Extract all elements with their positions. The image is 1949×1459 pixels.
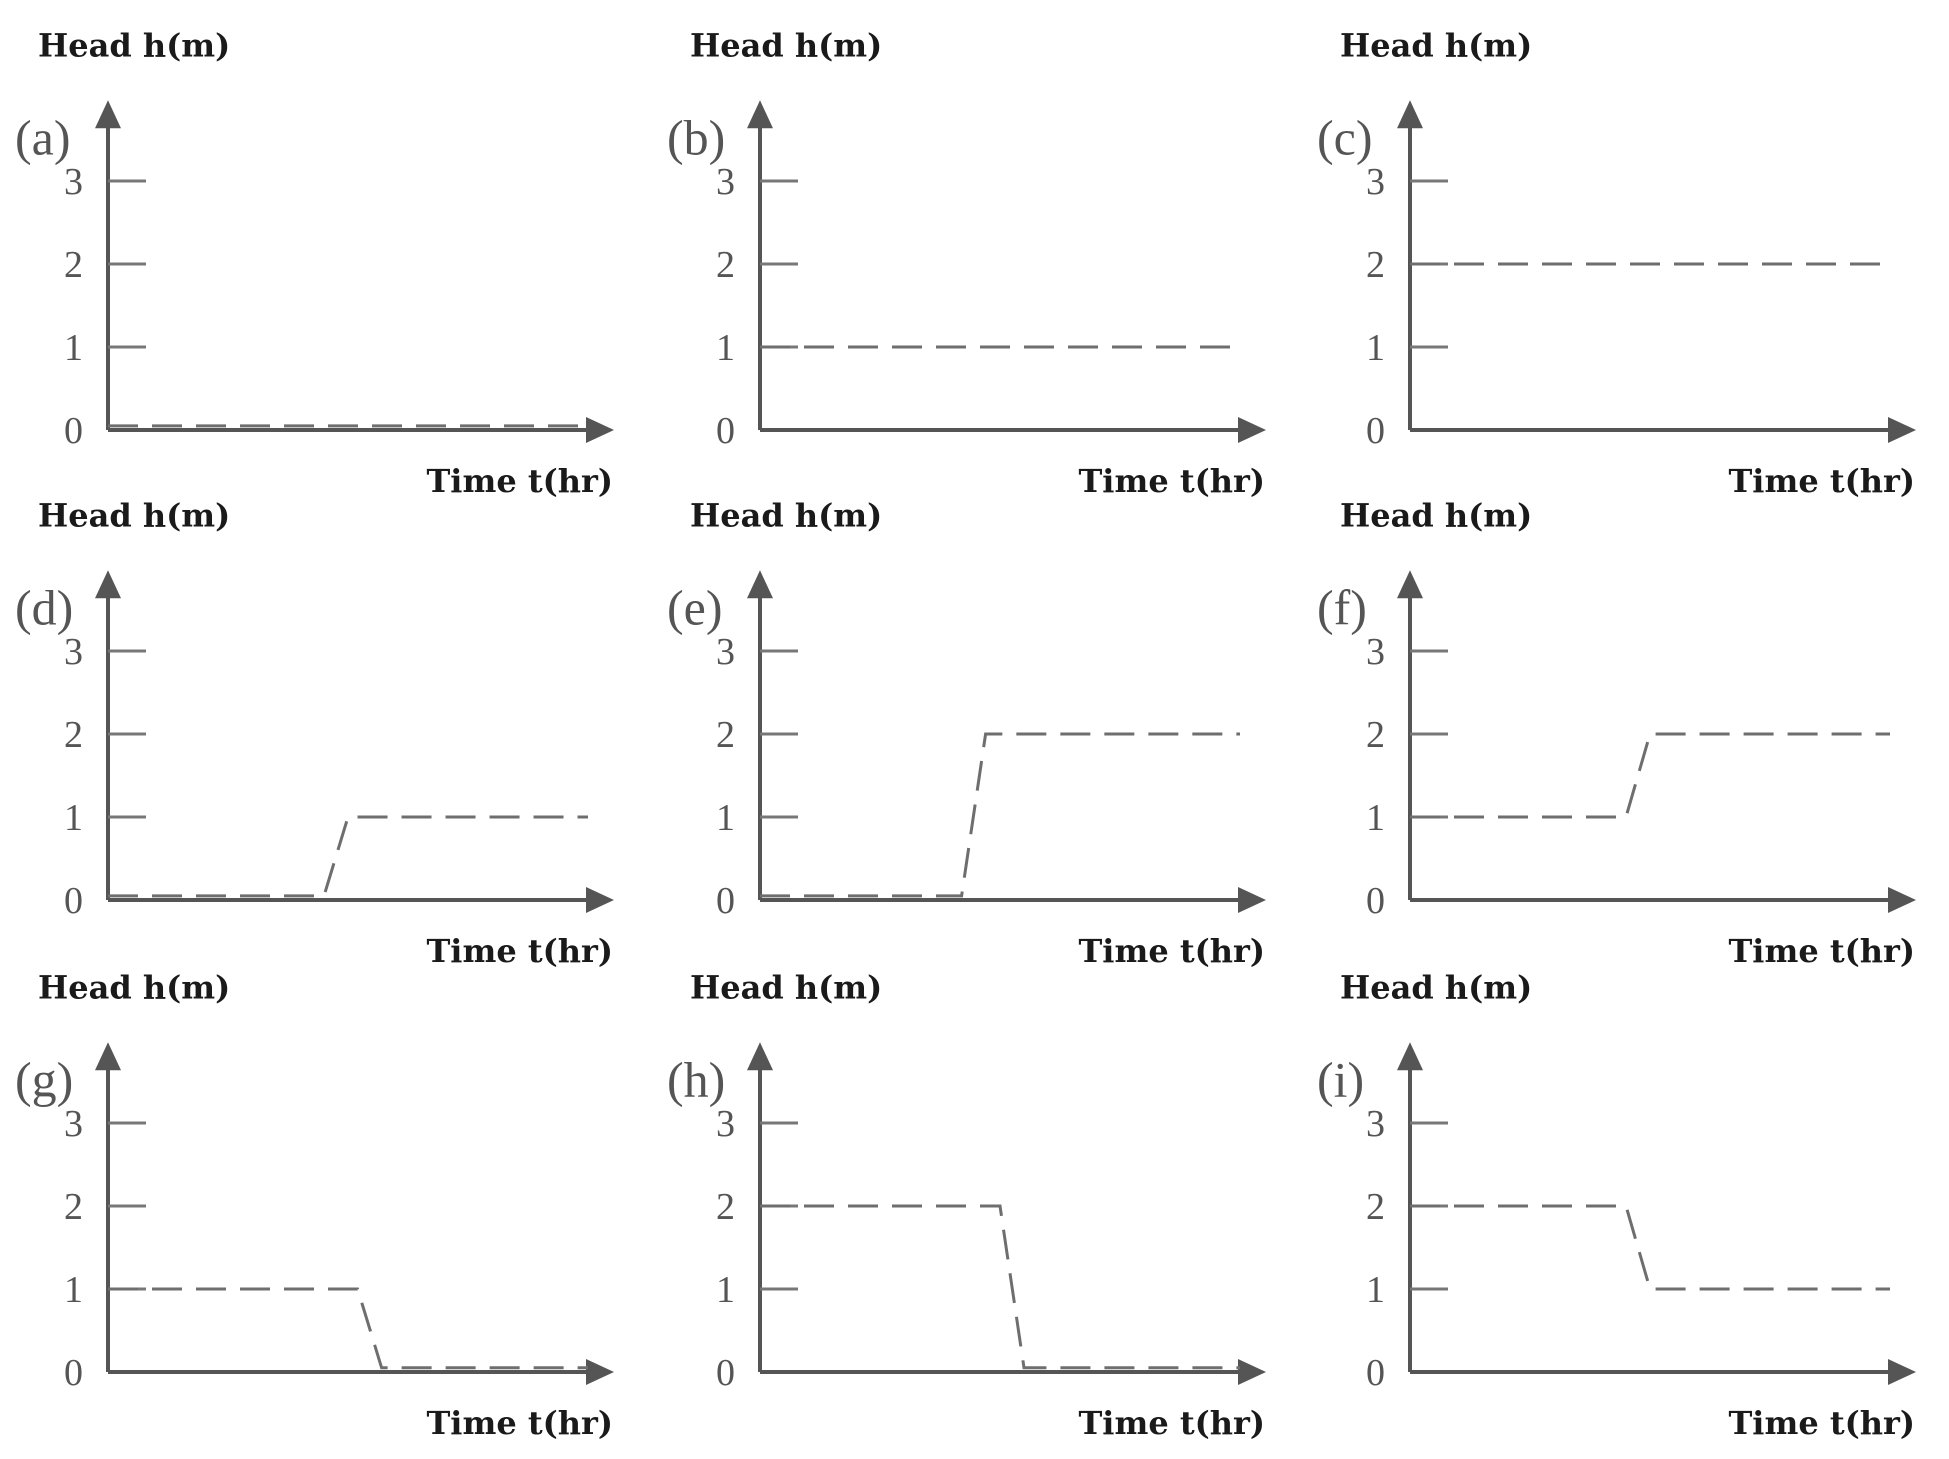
y-tick-label: 1 xyxy=(1366,797,1385,839)
y-tick-label: 0 xyxy=(64,880,83,922)
y-tick-label: 3 xyxy=(716,631,735,673)
panel-label: (f) xyxy=(1317,579,1367,635)
y-axis-arrowhead xyxy=(747,570,773,599)
y-tick-label: 0 xyxy=(64,1352,83,1394)
x-axis-label: Time t(hr) xyxy=(1078,462,1265,500)
chart-panel-f: 0 1 2 3(f) Head h(m) Time t(hr) xyxy=(1317,496,1916,970)
x-axis-label: Time t(hr) xyxy=(426,462,613,500)
series-line xyxy=(108,1287,588,1370)
y-axis-arrowhead xyxy=(95,1042,121,1071)
y-tick-label: 1 xyxy=(64,327,83,369)
y-axis-arrowhead xyxy=(1397,570,1423,599)
panel-label: (d) xyxy=(15,579,73,635)
x-axis-arrowhead xyxy=(586,1359,614,1385)
y-tick-label: 3 xyxy=(1366,631,1385,673)
panel-label: (h) xyxy=(667,1051,725,1107)
y-tick-label: 2 xyxy=(1366,714,1385,756)
y-tick-label: 1 xyxy=(1366,327,1385,369)
chart-panel-d: 0 1 2 3(d) Head h(m) Time t(hr) xyxy=(15,496,614,970)
y-axis-label: Head h(m) xyxy=(1340,496,1532,534)
panel-label: (g) xyxy=(15,1051,73,1107)
chart-panel-c: 0 1 2 3(c) Head h(m) Time t(hr) xyxy=(1317,26,1916,500)
y-axis-label: Head h(m) xyxy=(690,496,882,534)
x-axis-arrowhead xyxy=(1238,1359,1266,1385)
y-tick-label: 1 xyxy=(716,1269,735,1311)
x-axis-arrowhead xyxy=(586,417,614,443)
x-axis-label: Time t(hr) xyxy=(1078,932,1265,970)
y-axis-label: Head h(m) xyxy=(38,496,230,534)
y-axis-label: Head h(m) xyxy=(38,26,230,64)
y-tick-label: 0 xyxy=(64,410,83,452)
chart-panel-h: 0 1 2 3(h) Head h(m) Time t(hr) xyxy=(667,968,1266,1442)
panel-label: (b) xyxy=(667,109,725,165)
chart-panel-g: 0 1 2 3(g) Head h(m) Time t(hr) xyxy=(15,968,614,1442)
y-tick-label: 3 xyxy=(1366,161,1385,203)
x-axis-label: Time t(hr) xyxy=(1728,462,1915,500)
panel-label: (i) xyxy=(1317,1051,1364,1107)
y-tick-label: 0 xyxy=(716,1352,735,1394)
y-tick-label: 1 xyxy=(64,797,83,839)
y-axis-arrowhead xyxy=(95,100,121,129)
y-axis-arrowhead xyxy=(1397,1042,1423,1071)
y-tick-label: 2 xyxy=(1366,1186,1385,1228)
y-tick-label: 3 xyxy=(64,1103,83,1145)
x-axis-arrowhead xyxy=(586,887,614,913)
panel-label: (c) xyxy=(1317,109,1373,165)
y-tick-label: 2 xyxy=(716,1186,735,1228)
y-tick-label: 1 xyxy=(716,797,735,839)
series-line xyxy=(1410,1204,1890,1291)
x-axis-label: Time t(hr) xyxy=(1728,932,1915,970)
y-axis-arrowhead xyxy=(1397,100,1423,129)
chart-panel-e: 0 1 2 3(e) Head h(m) Time t(hr) xyxy=(667,496,1266,970)
series-line xyxy=(760,732,1240,898)
x-axis-label: Time t(hr) xyxy=(1728,1404,1915,1442)
y-tick-label: 3 xyxy=(716,161,735,203)
x-axis-label: Time t(hr) xyxy=(426,1404,613,1442)
y-tick-label: 2 xyxy=(64,1186,83,1228)
y-tick-label: 2 xyxy=(1366,244,1385,286)
y-tick-label: 3 xyxy=(1366,1103,1385,1145)
y-tick-label: 1 xyxy=(1366,1269,1385,1311)
chart-panel-a: 0 1 2 3(a) Head h(m) Time t(hr) xyxy=(15,26,614,500)
y-axis-label: Head h(m) xyxy=(690,968,882,1006)
panel-label: (a) xyxy=(15,109,71,165)
x-axis-arrowhead xyxy=(1888,1359,1916,1385)
x-axis-arrowhead xyxy=(1888,417,1916,443)
y-tick-label: 3 xyxy=(716,1103,735,1145)
y-tick-label: 2 xyxy=(64,244,83,286)
series-line xyxy=(108,815,588,898)
y-axis-arrowhead xyxy=(747,100,773,129)
y-tick-label: 1 xyxy=(64,1269,83,1311)
y-tick-label: 3 xyxy=(64,161,83,203)
y-axis-label: Head h(m) xyxy=(1340,26,1532,64)
y-tick-label: 0 xyxy=(716,410,735,452)
chart-panel-b: 0 1 2 3(b) Head h(m) Time t(hr) xyxy=(667,26,1266,500)
y-tick-label: 2 xyxy=(64,714,83,756)
series-line xyxy=(760,1204,1240,1370)
x-axis-label: Time t(hr) xyxy=(1078,1404,1265,1442)
x-axis-label: Time t(hr) xyxy=(426,932,613,970)
chart-panel-i: 0 1 2 3(i) Head h(m) Time t(hr) xyxy=(1317,968,1916,1442)
panel-label: (e) xyxy=(667,579,723,635)
series-line xyxy=(1410,732,1890,819)
y-tick-label: 2 xyxy=(716,714,735,756)
x-axis-arrowhead xyxy=(1888,887,1916,913)
y-tick-label: 0 xyxy=(716,880,735,922)
x-axis-arrowhead xyxy=(1238,417,1266,443)
y-axis-label: Head h(m) xyxy=(1340,968,1532,1006)
y-tick-label: 2 xyxy=(716,244,735,286)
y-tick-label: 0 xyxy=(1366,410,1385,452)
y-axis-label: Head h(m) xyxy=(38,968,230,1006)
y-axis-arrowhead xyxy=(95,570,121,599)
y-tick-label: 3 xyxy=(64,631,83,673)
y-tick-label: 1 xyxy=(716,327,735,369)
x-axis-arrowhead xyxy=(1238,887,1266,913)
y-axis-arrowhead xyxy=(747,1042,773,1071)
y-axis-label: Head h(m) xyxy=(690,26,882,64)
y-tick-label: 0 xyxy=(1366,880,1385,922)
y-tick-label: 0 xyxy=(1366,1352,1385,1394)
